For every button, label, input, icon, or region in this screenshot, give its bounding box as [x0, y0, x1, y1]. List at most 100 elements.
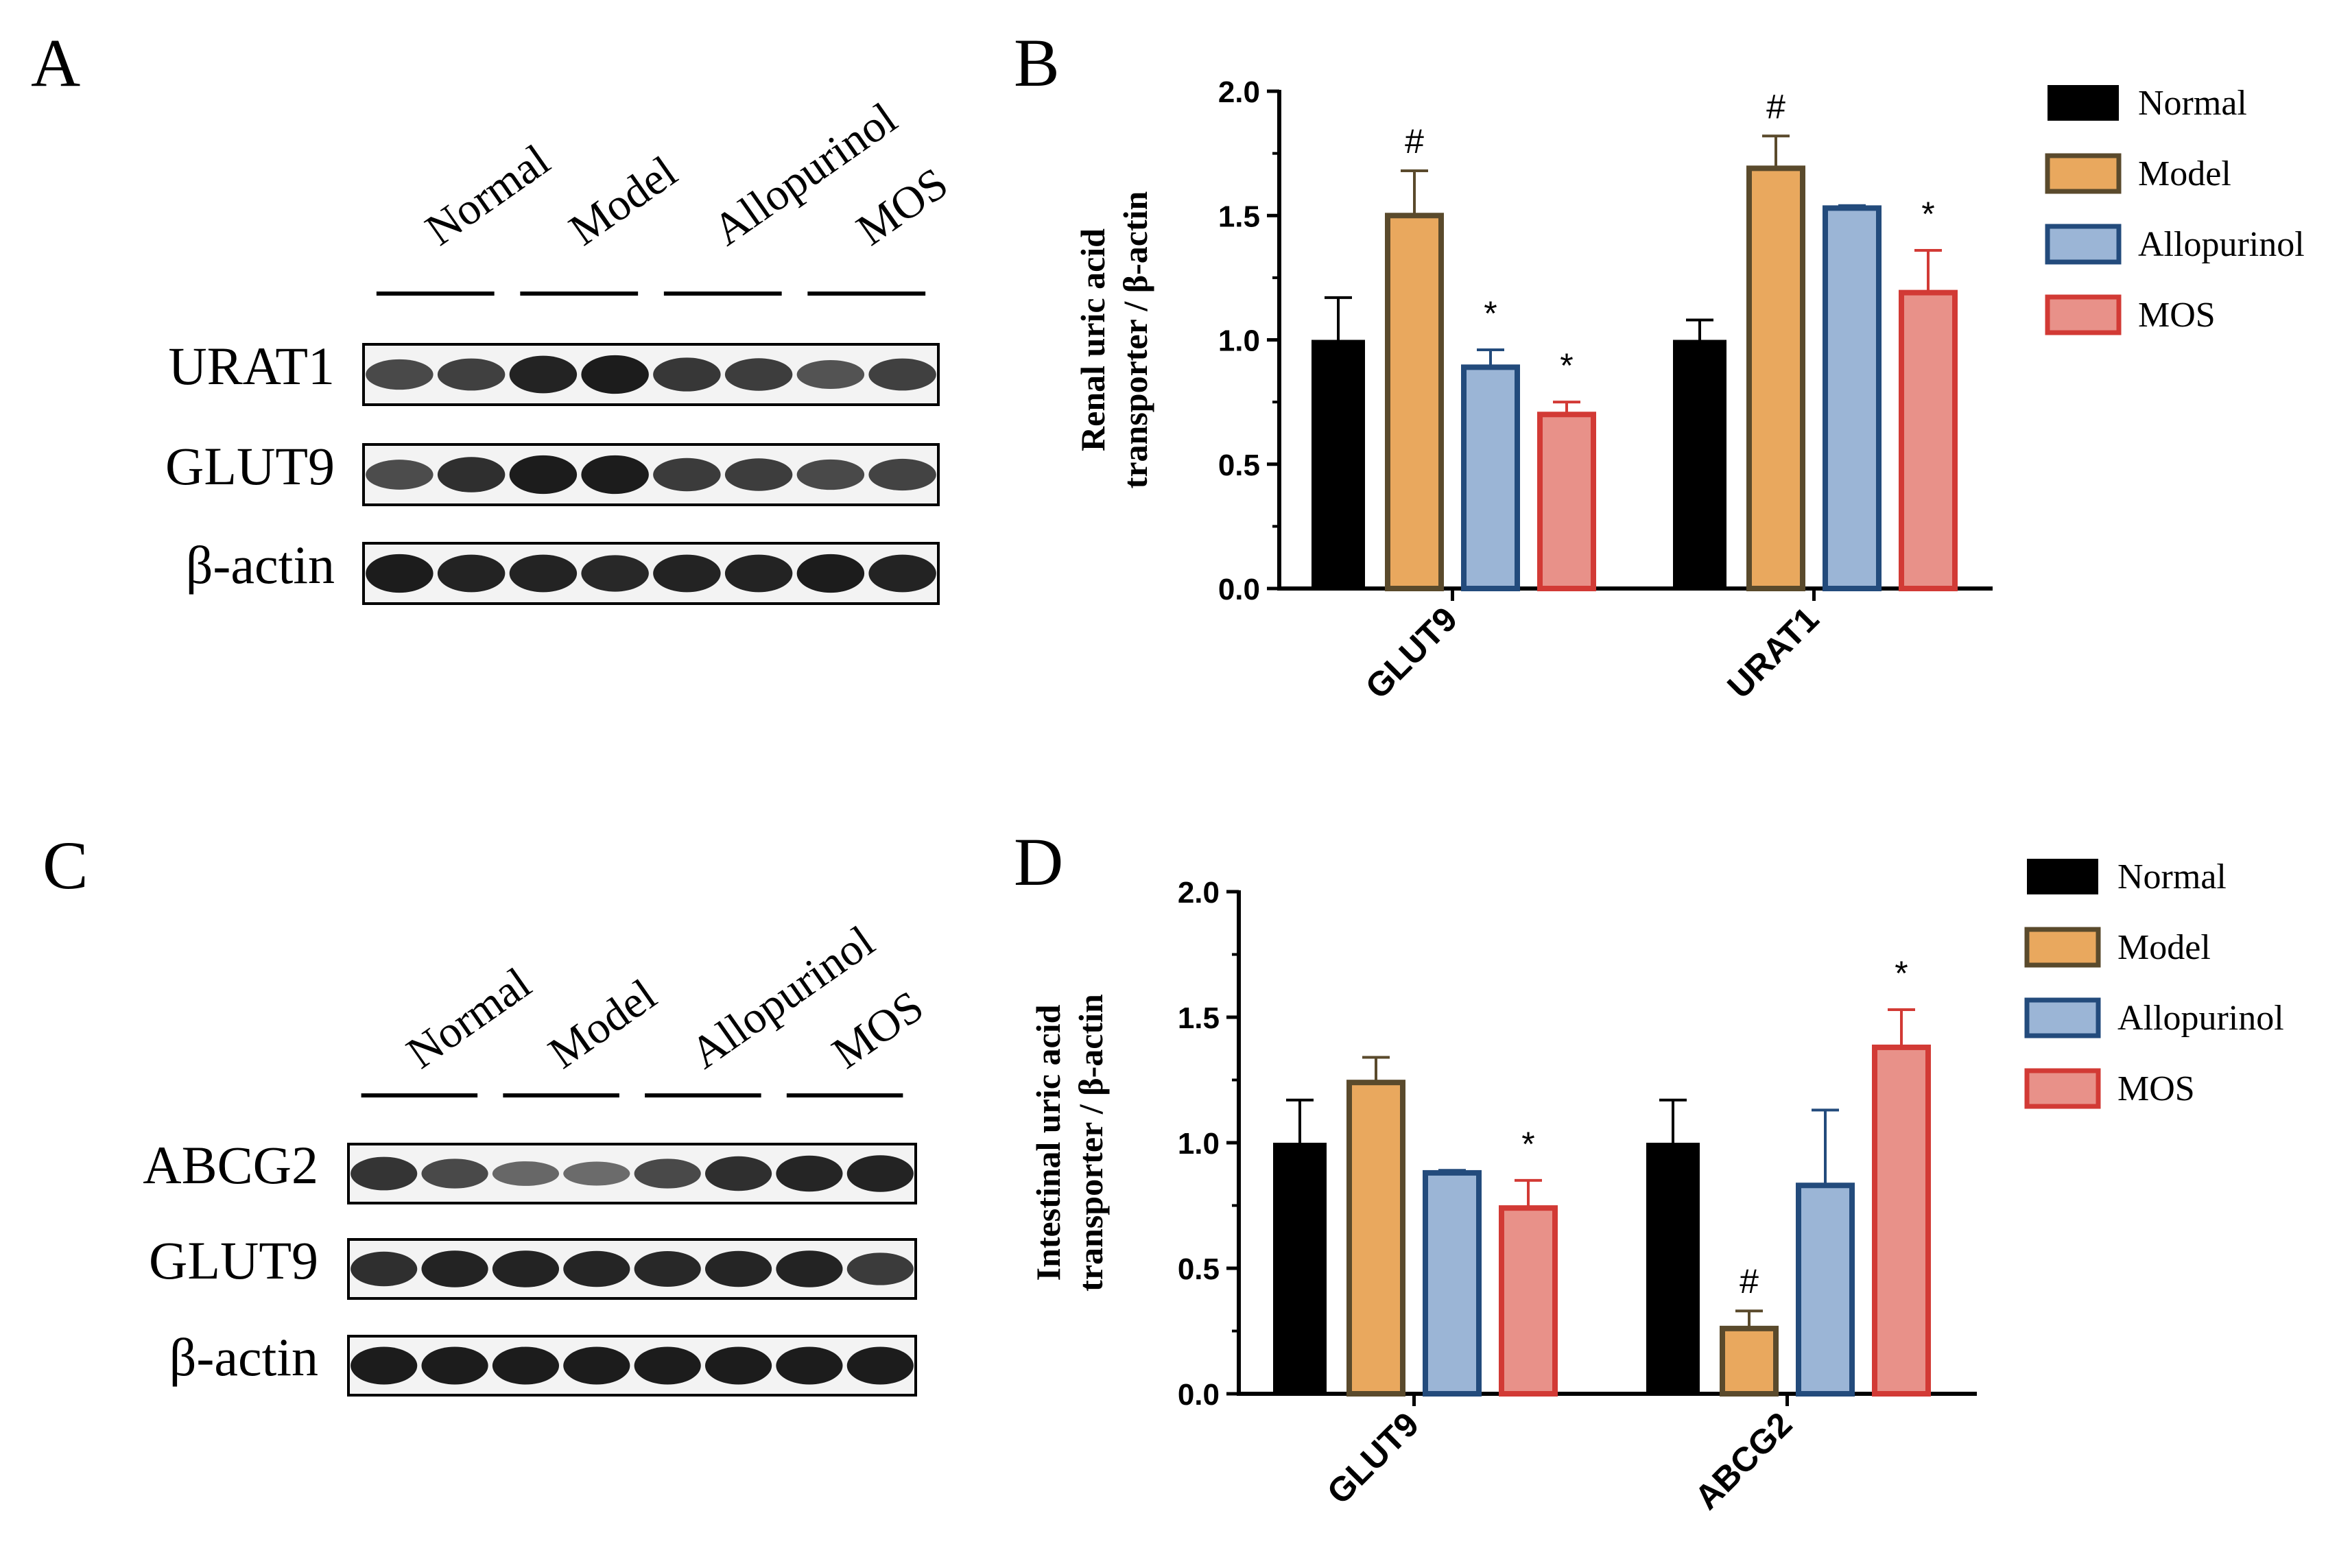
band — [634, 1346, 701, 1385]
band — [492, 1161, 560, 1186]
group-label-normal: Normal — [416, 135, 558, 255]
bar-allopurinol-glut9 — [1423, 1169, 1482, 1397]
legend-label-mos: MOS — [2117, 1069, 2195, 1108]
band — [776, 1346, 843, 1385]
bar-mos-urat1 — [1899, 289, 1958, 591]
band — [563, 1161, 630, 1186]
legend-swatch-normal — [2027, 859, 2098, 894]
blot-row-actin: β-actin — [186, 535, 940, 605]
band — [351, 1156, 418, 1191]
bar-allopurinol-urat1 — [1823, 205, 1882, 591]
y-tick-label: 1.0 — [1218, 324, 1260, 358]
x-category-label-glut9: GLUT9 — [1358, 599, 1464, 706]
y-tick-label: 2.0 — [1218, 75, 1260, 109]
band — [724, 554, 793, 593]
panel-letter: B — [1014, 25, 1060, 101]
legend-swatch-allopurinol — [2045, 224, 2122, 265]
band — [421, 1346, 488, 1385]
legend-label-normal: Normal — [2117, 857, 2227, 896]
blot-row-label: β-actin — [169, 1327, 318, 1387]
band — [776, 1250, 843, 1287]
band — [421, 1159, 488, 1189]
y-axis-label-line: Renal uric acid — [1073, 228, 1112, 451]
bar-mos-glut9 — [1499, 1205, 1558, 1397]
panel-b-bar-chart: B 0.0 0.5 1.0 1.5 2.0 Renal uric acid transport… — [1014, 25, 2305, 706]
significance-mark: * — [1560, 346, 1573, 385]
legend-swatch-normal — [2048, 85, 2119, 121]
band — [868, 358, 936, 391]
band — [724, 358, 793, 391]
y-tick-label: 2.0 — [1178, 876, 1220, 910]
legend-label-normal: Normal — [2138, 84, 2247, 123]
y-tick-label: 0.0 — [1178, 1378, 1220, 1412]
band — [366, 359, 434, 390]
band — [653, 458, 721, 492]
band — [796, 359, 865, 390]
band — [704, 1346, 772, 1385]
band — [581, 455, 649, 495]
group-label-normal: Normal — [398, 958, 540, 1078]
band — [868, 554, 936, 593]
blot-row-label: GLUT9 — [165, 436, 335, 496]
band — [437, 554, 506, 593]
y-tick-label: 0.5 — [1218, 449, 1260, 482]
band — [421, 1250, 488, 1287]
blot-row-label: URAT1 — [168, 336, 335, 396]
blot-row-glut9: GLUT9 — [165, 436, 940, 506]
band — [846, 1155, 914, 1192]
band — [724, 458, 793, 491]
legend-label-mos: MOS — [2138, 296, 2216, 335]
band — [563, 1346, 630, 1385]
band — [776, 1155, 843, 1192]
group-label-mos: MOS — [848, 158, 957, 255]
legend-label-model: Model — [2138, 154, 2231, 193]
bar-model-glut9 — [1385, 213, 1444, 591]
band — [509, 355, 578, 394]
x-category-label-urat1: URAT1 — [1720, 599, 1826, 706]
x-category-label-abcg2: ABCG2 — [1687, 1405, 1799, 1517]
significance-mark: * — [1521, 1125, 1534, 1163]
band — [509, 554, 578, 593]
band — [437, 358, 506, 391]
bar-model-urat1 — [1746, 165, 1805, 591]
band — [581, 355, 649, 394]
y-tick-label: 1.5 — [1178, 1001, 1220, 1035]
band — [846, 1252, 914, 1285]
legend-swatch-mos — [2045, 294, 2122, 335]
band — [366, 460, 434, 490]
group-label-model: Model — [540, 970, 665, 1079]
band — [653, 357, 721, 392]
bar-mos-abcg2 — [1872, 1044, 1931, 1397]
bar-normal-abcg2 — [1646, 1143, 1700, 1394]
band — [653, 554, 721, 593]
band — [796, 554, 865, 593]
band — [704, 1250, 772, 1287]
group-label-mos: MOS — [823, 981, 932, 1078]
legend-swatch-mos — [2024, 1068, 2101, 1109]
bar-model-glut9 — [1346, 1080, 1405, 1397]
significance-mark: * — [1484, 294, 1497, 333]
panel-letter: A — [31, 25, 80, 101]
group-label-model: Model — [560, 147, 686, 256]
bar-allopurinol-abcg2 — [1796, 1183, 1855, 1397]
band — [351, 1251, 418, 1287]
y-tick-label: 0.5 — [1178, 1252, 1220, 1286]
band — [846, 1346, 914, 1385]
band — [868, 458, 936, 491]
blot-row-label: β-actin — [186, 535, 335, 595]
blot-row-glut9: GLUT9 — [149, 1231, 917, 1300]
legend: Normal Model Allopurinol MOS — [2024, 857, 2284, 1109]
y-tick-label: 1.0 — [1178, 1127, 1220, 1161]
band — [581, 555, 649, 592]
y-axis-label-line: transporter / β-actin — [1071, 994, 1110, 1292]
panel-letter: C — [43, 827, 88, 903]
bar-normal-glut9 — [1312, 340, 1365, 589]
legend-label-allopurinol: Allopurinol — [2138, 225, 2305, 264]
y-axis-label: Intestinal uric acid transporter / β-acti… — [1029, 994, 1110, 1292]
bar-allopurinol-glut9 — [1461, 364, 1520, 591]
bar-model-abcg2 — [1720, 1325, 1779, 1397]
band — [437, 457, 506, 492]
y-axis-label-line: Intestinal uric acid — [1029, 1004, 1067, 1281]
